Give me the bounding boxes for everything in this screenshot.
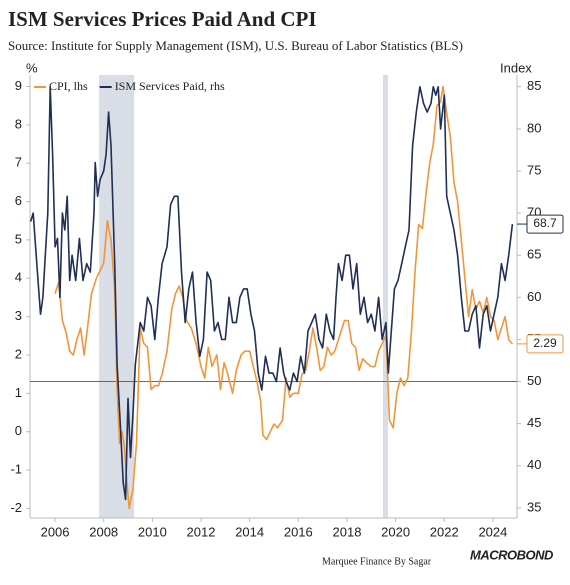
y-tick-label: 4 bbox=[15, 270, 22, 285]
y-tick-label: 9 bbox=[15, 78, 22, 93]
chart-subtitle: Source: Institute for Supply Management … bbox=[8, 38, 463, 53]
y2-tick-label: 75 bbox=[527, 162, 541, 177]
end-label-text: 2.29 bbox=[533, 336, 557, 350]
y2-tick-label: 35 bbox=[527, 499, 541, 514]
y-tick-label: 2 bbox=[15, 346, 22, 361]
y-tick-label: 0 bbox=[15, 423, 22, 438]
y2-tick-label: 85 bbox=[527, 78, 541, 93]
y-tick-label: 1 bbox=[15, 385, 22, 400]
y-tick-label: 6 bbox=[15, 193, 22, 208]
chart-title: ISM Services Prices Paid And CPI bbox=[8, 7, 317, 31]
shaded-range bbox=[382, 75, 389, 518]
y2-tick-label: 80 bbox=[527, 120, 541, 135]
y-tick-label: 8 bbox=[15, 116, 22, 131]
y-tick-label: 3 bbox=[15, 308, 22, 323]
y2-tick-label: 60 bbox=[527, 289, 541, 304]
legend-label: ISM Services Paid, rhs bbox=[115, 79, 225, 93]
y-tick-label: 7 bbox=[15, 155, 22, 170]
end-label: 68.7 bbox=[517, 214, 564, 234]
y-tick-label: -2 bbox=[10, 500, 22, 515]
y2-tick-label: 50 bbox=[527, 373, 541, 388]
end-label-box bbox=[526, 214, 564, 234]
y-tick-label: -1 bbox=[10, 461, 22, 476]
x-tick-label: 2010 bbox=[138, 524, 167, 539]
y-tick-label: 5 bbox=[15, 231, 22, 246]
y2-tick-label: 65 bbox=[527, 247, 541, 262]
end-label-text: 68.7 bbox=[533, 216, 557, 230]
x-tick-label: 2014 bbox=[235, 524, 264, 539]
x-tick-label: 2012 bbox=[187, 524, 216, 539]
series-line bbox=[29, 86, 514, 501]
shaded-range bbox=[99, 75, 135, 518]
x-tick-label: 2020 bbox=[381, 524, 410, 539]
x-tick-label: 2006 bbox=[41, 524, 70, 539]
legend-label: CPI, lhs bbox=[49, 79, 88, 93]
x-tick-label: 2022 bbox=[430, 524, 459, 539]
y-axis-label: % bbox=[26, 60, 38, 75]
y2-axis-label: Index bbox=[500, 60, 532, 75]
end-label-box bbox=[526, 334, 564, 354]
x-tick-label: 2016 bbox=[284, 524, 313, 539]
footer: Marquee Finance By Sagar bbox=[322, 556, 432, 567]
y2-tick-label: 45 bbox=[527, 415, 541, 430]
x-tick-label: 2024 bbox=[478, 524, 507, 539]
y2-tick-label: 40 bbox=[527, 457, 541, 472]
logo: MACROBOND bbox=[470, 547, 554, 562]
x-tick-label: 2018 bbox=[333, 524, 362, 539]
x-tick-label: 2008 bbox=[89, 524, 118, 539]
end-label: 2.29 bbox=[517, 334, 564, 354]
